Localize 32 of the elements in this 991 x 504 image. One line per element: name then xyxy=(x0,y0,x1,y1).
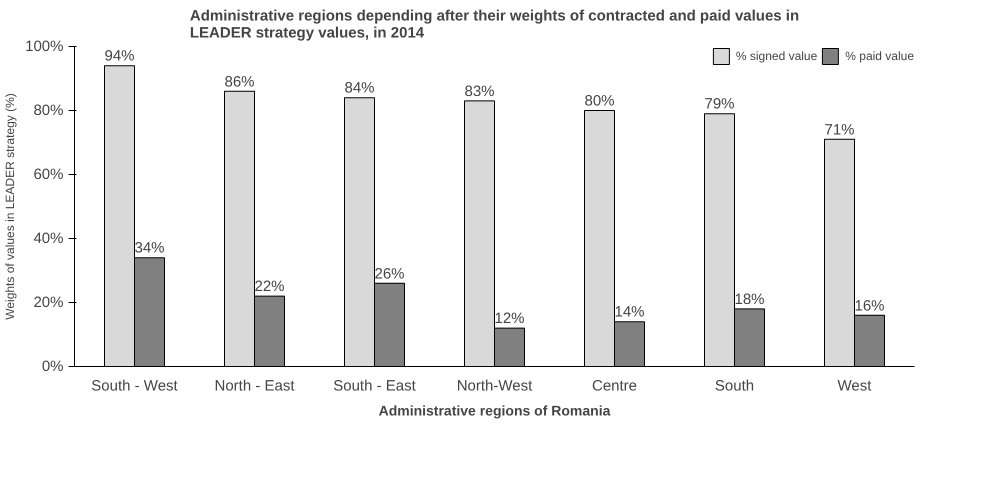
data-label: 34% xyxy=(134,240,165,257)
data-label: 84% xyxy=(344,80,375,97)
data-label: 71% xyxy=(824,121,855,138)
y-tick-label: 60% xyxy=(33,166,64,183)
x-tick-label: South - East xyxy=(333,378,417,394)
data-label: 18% xyxy=(734,290,765,308)
y-tick-label: 0% xyxy=(42,358,64,375)
x-axis-title: Administrative regions of Romania xyxy=(378,402,611,418)
data-label: 16% xyxy=(854,297,885,314)
data-label: 79% xyxy=(704,96,735,113)
legend-label: % signed value xyxy=(736,49,818,63)
x-tick-label: North-West xyxy=(456,378,534,394)
data-label: 80% xyxy=(584,92,615,110)
data-label: 22% xyxy=(254,278,285,296)
x-tick-label: North - East xyxy=(214,378,296,394)
data-label: 26% xyxy=(374,265,405,282)
chart-title: Administrative regions depending after their weights of contracted and paid values in LEADER strategy values, in 2014 xyxy=(190,8,800,42)
data-label: 94% xyxy=(104,48,135,65)
data-label: 83% xyxy=(464,82,495,100)
x-tick-label: South xyxy=(714,378,754,394)
x-tick-label: South - West xyxy=(91,378,179,394)
y-axis-title: Weights of values in LEADER strategy (%) xyxy=(3,93,18,320)
data-label: 12% xyxy=(494,310,525,328)
y-tick-label: 100% xyxy=(25,38,64,55)
y-tick-label: 80% xyxy=(33,102,64,119)
x-tick-label: Centre xyxy=(592,378,638,394)
data-label: 14% xyxy=(614,304,645,321)
legend-label: % paid value xyxy=(845,49,914,63)
y-tick-label: 20% xyxy=(33,294,64,311)
y-tick-label: 40% xyxy=(33,230,64,247)
x-tick-label: West xyxy=(838,378,872,394)
data-label: 86% xyxy=(224,73,255,90)
